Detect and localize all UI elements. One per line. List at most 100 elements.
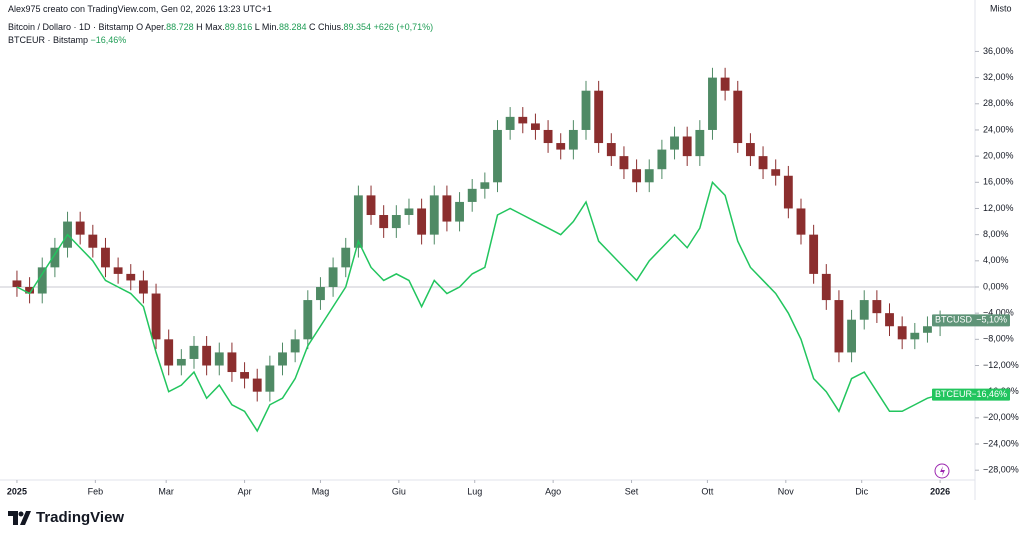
candle-body [682, 136, 692, 157]
candle-body [619, 156, 629, 170]
price-badge: BTCUSD −5,10% [932, 314, 1010, 327]
x-tick-label: Lug [467, 486, 482, 496]
price-badge: BTCEUR −16,46% [932, 388, 1010, 401]
badge-bg [932, 314, 1010, 327]
candle-body [885, 313, 894, 327]
x-tick-label: Dic [855, 486, 868, 496]
badge-value: −16,46% [971, 389, 1007, 399]
candle-body [467, 188, 477, 202]
candle-body [493, 129, 502, 183]
legend-main: Bitcoin / Dollaro · 1D · Bitstamp O Aper… [8, 22, 433, 32]
candle-body [366, 195, 376, 216]
candle-body [328, 267, 338, 287]
candle-body [37, 267, 47, 294]
x-tick-label: Ott [701, 486, 714, 496]
y-tick-label: −8,00% [983, 334, 1014, 344]
badge-name: BTCUSD [935, 315, 973, 325]
candle-body [505, 116, 515, 130]
candle-body [214, 352, 224, 366]
candle-body [240, 372, 249, 379]
candle-body [303, 300, 313, 340]
candle-body [771, 169, 781, 176]
y-tick-label: 32,00% [983, 72, 1014, 82]
candle-body [290, 339, 300, 353]
x-tick-label: Apr [238, 486, 252, 496]
alert-icon [940, 466, 945, 476]
candle-body [404, 208, 414, 216]
candle-body [429, 195, 439, 235]
x-tick-label: 2025 [7, 486, 27, 496]
candle-body [796, 208, 806, 235]
candle-body [138, 280, 148, 294]
change: +626 (+0,71%) [373, 22, 434, 32]
candle-body [632, 169, 642, 183]
candle-body [278, 352, 287, 366]
y-tick-label: 36,00% [983, 46, 1014, 56]
y-tick-label: 0,00% [983, 281, 1009, 291]
candle-body [733, 90, 743, 144]
candle-body [50, 247, 60, 268]
candle-body [695, 129, 705, 157]
ohlc-key: L [254, 22, 260, 32]
candle-body [25, 286, 35, 294]
candle-body [518, 116, 528, 124]
ohlc-key: C [308, 22, 316, 32]
logo-text: TradingView [36, 509, 125, 526]
candle-body [670, 136, 679, 150]
y-tick-label: 16,00% [983, 177, 1014, 187]
scale-mode: Misto [990, 3, 1012, 13]
candle-body [720, 77, 730, 91]
candle-body [176, 358, 186, 366]
x-tick-label: 2026 [930, 486, 950, 496]
compare-change: −16,46% [90, 35, 127, 45]
candle-body [480, 182, 490, 189]
candle-body [923, 326, 932, 333]
ohlc-value: 88.728 [166, 22, 194, 32]
candle-body [391, 215, 401, 229]
candle-body [101, 247, 110, 268]
compare: BTCEUR · Bitstamp [8, 35, 89, 45]
symbol: Bitcoin / Dollaro · 1D · Bitstamp [8, 22, 134, 32]
candle-body [556, 143, 566, 150]
legend-compare: BTCEUR · Bitstamp −16,46% [8, 35, 126, 45]
candle-body [353, 195, 363, 248]
candle-body [708, 77, 717, 130]
candle-body [379, 215, 389, 229]
ohlc-key: H [196, 22, 203, 32]
candle-body [758, 156, 768, 170]
candle-body [252, 378, 262, 392]
y-tick-label: 4,00% [983, 255, 1009, 265]
ohlc-label: Min. [261, 22, 279, 32]
candle-body [783, 175, 793, 209]
alert-icon [934, 463, 950, 479]
candle-body [417, 208, 427, 235]
candle-body [657, 149, 667, 170]
candle-body [227, 352, 237, 373]
candle-body [202, 345, 212, 366]
x-tick-label: Set [625, 486, 639, 496]
candle-body [164, 339, 174, 366]
line [16, 180, 941, 433]
x-tick-label: Mag [312, 486, 330, 496]
candle-body [88, 234, 98, 248]
candle-body [581, 90, 591, 130]
logo: TradingView [8, 509, 124, 526]
candle-body [12, 280, 22, 287]
y-tick-label: 24,00% [983, 124, 1014, 134]
candle-body [189, 345, 199, 359]
candle-body [568, 129, 578, 150]
x-tick-label: Nov [778, 486, 795, 496]
y-tick-label: −28,00% [983, 465, 1019, 475]
badge-name: BTCEUR [935, 389, 973, 399]
candle-body [531, 123, 540, 130]
y-tick-label: 12,00% [983, 203, 1014, 213]
candle-body [594, 90, 604, 144]
candle-body [847, 319, 857, 353]
badge-bg [932, 388, 1010, 401]
candle-body [745, 143, 755, 157]
ohlc-label: Aper. [145, 22, 167, 32]
candle-body [834, 300, 844, 353]
y-tick-label: 20,00% [983, 151, 1014, 161]
candle-body [151, 293, 161, 340]
